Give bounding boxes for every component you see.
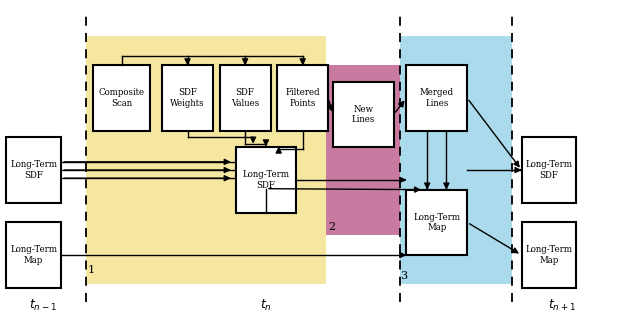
Text: Long-Term
Map: Long-Term Map: [10, 245, 57, 265]
Text: Filtered
Points: Filtered Points: [285, 88, 320, 108]
Text: $t_{n+1}$: $t_{n+1}$: [548, 298, 576, 313]
Bar: [400, 36, 512, 284]
Text: Long-Term
SDF: Long-Term SDF: [10, 160, 57, 180]
Bar: [326, 65, 400, 235]
Text: $t_{n}$: $t_{n}$: [260, 298, 271, 313]
Text: SDF
Weights: SDF Weights: [170, 88, 205, 108]
Bar: [220, 65, 271, 131]
Text: Merged
Lines: Merged Lines: [420, 88, 454, 108]
Text: 3: 3: [399, 271, 407, 281]
Text: New
Lines: New Lines: [351, 105, 375, 124]
Text: Composite
Scan: Composite Scan: [99, 88, 145, 108]
Bar: [522, 222, 576, 288]
Bar: [93, 65, 150, 131]
Bar: [6, 222, 61, 288]
Text: Long-Term
SDF: Long-Term SDF: [525, 160, 572, 180]
Bar: [333, 82, 394, 147]
Bar: [6, 137, 61, 203]
Bar: [406, 65, 467, 131]
Bar: [236, 147, 296, 213]
Bar: [277, 65, 328, 131]
Text: 2: 2: [328, 222, 335, 232]
Text: $t_{n-1}$: $t_{n-1}$: [29, 298, 57, 313]
Text: Long-Term
Map: Long-Term Map: [525, 245, 572, 265]
Bar: [522, 137, 576, 203]
Text: Long-Term
Map: Long-Term Map: [413, 213, 460, 232]
Bar: [86, 36, 326, 284]
Text: SDF
Values: SDF Values: [231, 88, 259, 108]
Bar: [406, 190, 467, 255]
Text: Long-Term
SDF: Long-Term SDF: [243, 170, 289, 190]
Text: 1: 1: [87, 265, 95, 275]
Bar: [162, 65, 213, 131]
